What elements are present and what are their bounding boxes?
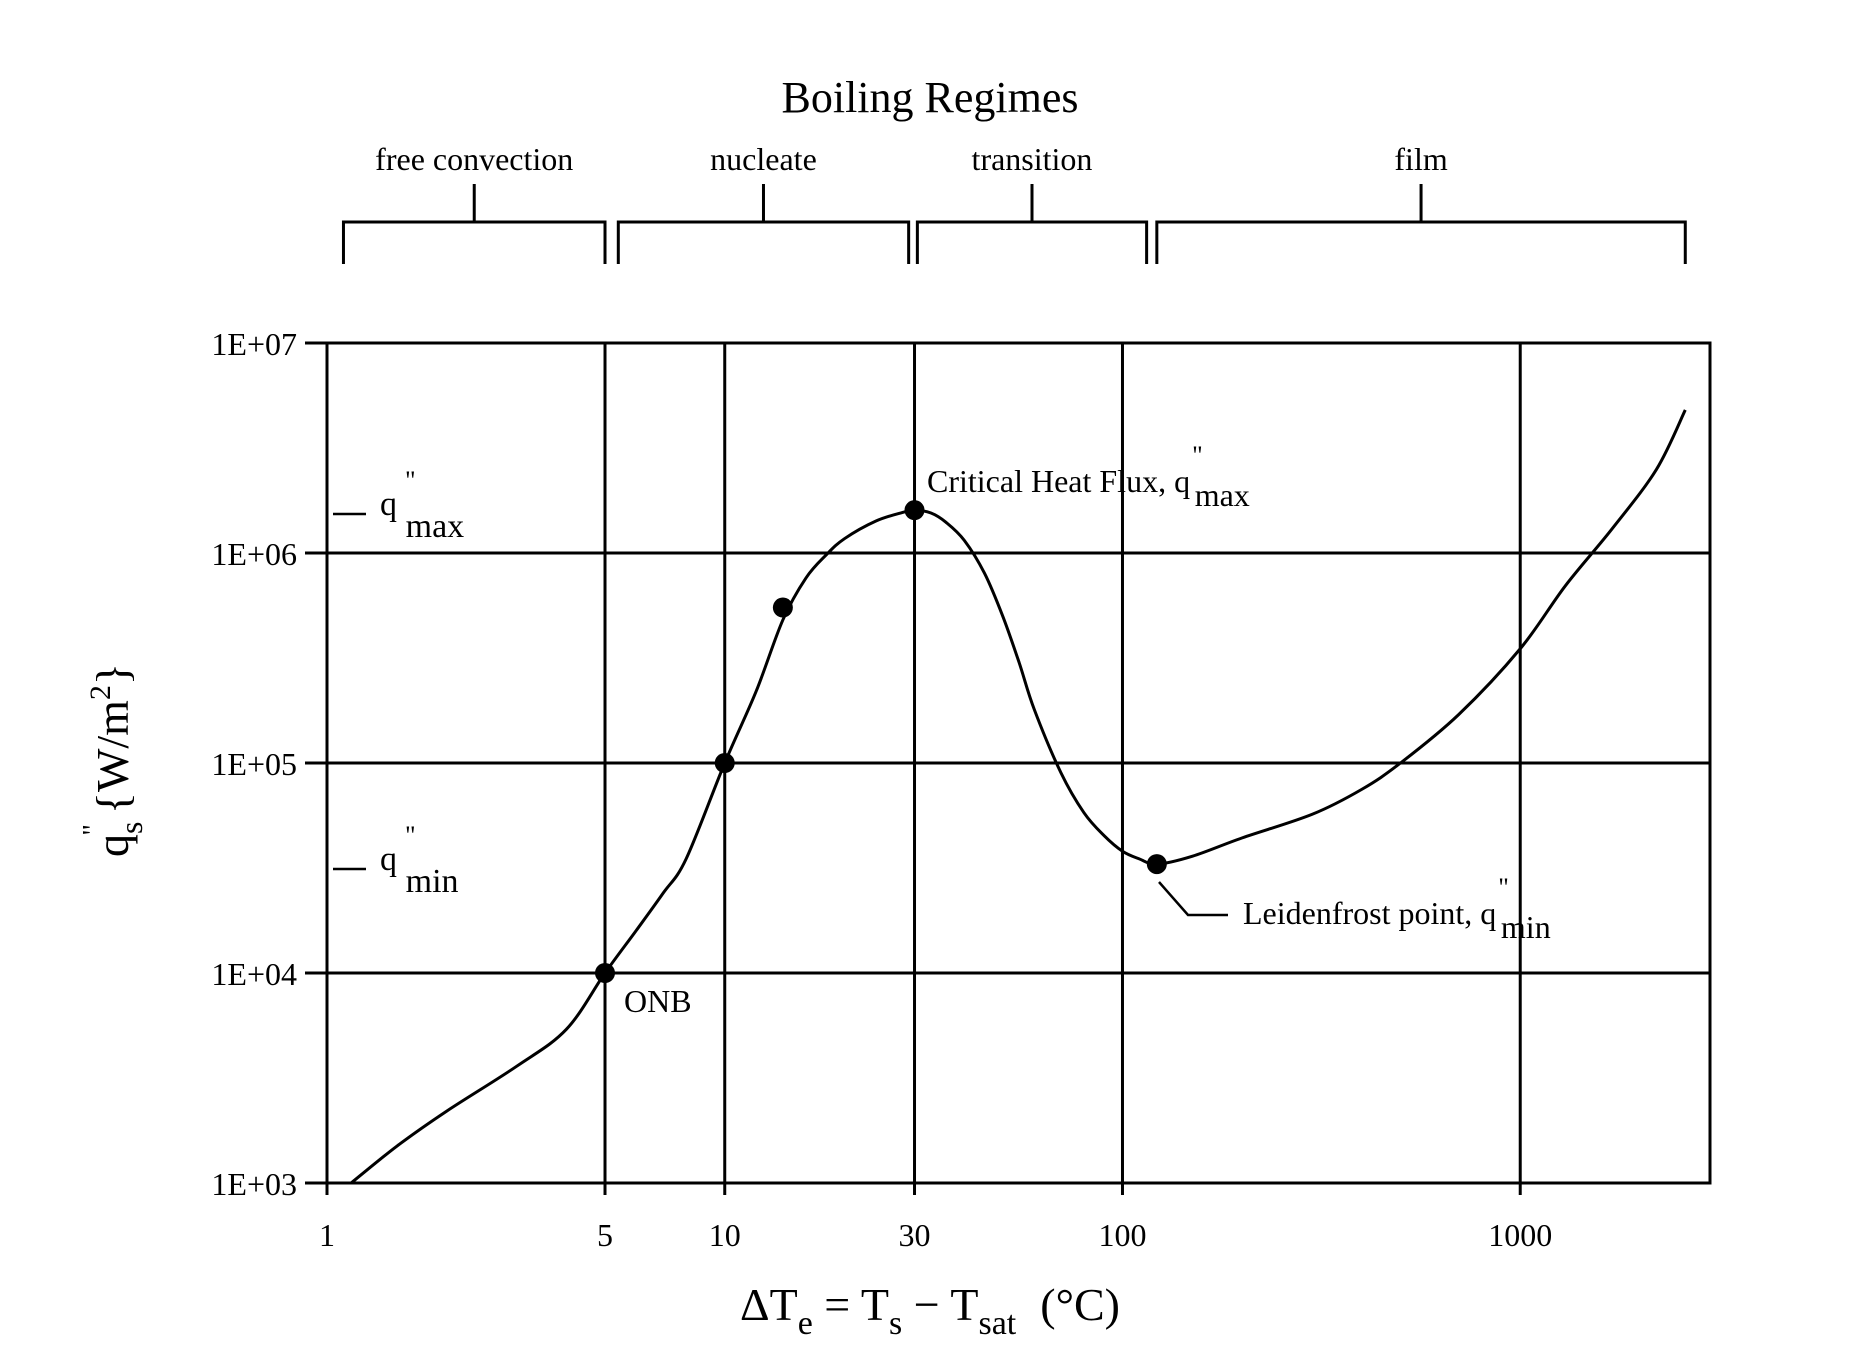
regime-label-3: film (1394, 141, 1447, 177)
annotation-critical-heat-flux: Critical Heat Flux, q" max (927, 441, 1250, 513)
y-tick-label-1: 1E+04 (211, 956, 297, 992)
regime-bracket-line-1 (616, 220, 911, 264)
regime-bracket-3: film (1155, 141, 1687, 264)
qmax-q: q (380, 486, 397, 523)
y-tick-label-2: 1E+05 (211, 746, 297, 782)
y-axis-label: qs " {W/m2} (78, 663, 149, 857)
qmax-prime: " (405, 466, 416, 495)
leid-text: Leidenfrost point, q (1243, 895, 1496, 931)
x-tick-label-1: 1 (319, 1217, 335, 1253)
regime-bracket-line-0 (341, 220, 607, 264)
tick-labels: 1 5 10 30 100 1000 1E+03 1E+04 1E+05 1E+06 1E+07 (211, 326, 1552, 1253)
ylabel-prime: " (78, 824, 109, 835)
regime-bracket-0: free convection (341, 141, 607, 264)
xlabel-sub-e: e (798, 1305, 813, 1342)
y-tick-label-3: 1E+06 (211, 536, 297, 572)
axes (325, 341, 1712, 1185)
ylabel-close: } (87, 663, 138, 685)
y-tick-label-0: 1E+03 (211, 1166, 297, 1202)
ylabel-unit: {W/m (87, 700, 138, 814)
leidenfrost-leader-line (1158, 881, 1228, 917)
qmin-sub: min (406, 863, 459, 900)
regime-bracket-line-2 (915, 220, 1149, 264)
x-tick-label-10: 10 (709, 1217, 741, 1253)
data-points (595, 500, 1167, 983)
qmin-q: q (380, 841, 397, 878)
ylabel-sub: s (113, 822, 149, 834)
data-point-4 (1146, 854, 1167, 875)
xlabel-sub-sat: sat (978, 1305, 1016, 1342)
xlabel-minus: − T (902, 1279, 978, 1330)
annotation-qmax: q " max (380, 466, 464, 545)
data-point-3 (904, 500, 925, 521)
regime-label-1: nucleate (710, 141, 817, 177)
chf-sub: max (1195, 477, 1250, 513)
plot-frame (325, 341, 1712, 1185)
y-tick-label-4: 1E+07 (211, 326, 297, 362)
ylabel-q: q (87, 834, 138, 857)
regime-bracket-1: nucleate (616, 141, 911, 264)
data-point-1 (714, 753, 735, 773)
regime-bracket-line-3 (1155, 220, 1687, 264)
x-tick-label-5: 5 (597, 1217, 613, 1253)
regime-label-2: transition (972, 141, 1093, 177)
x-axis-label: ΔTe = Ts − Tsat (°C) (740, 1279, 1120, 1342)
chart-title: Boiling Regimes (782, 73, 1079, 122)
data-point-2 (772, 597, 793, 618)
regime-label-0: free convection (375, 141, 573, 177)
data-point-0 (595, 963, 616, 983)
chf-text: Critical Heat Flux, q (927, 463, 1190, 499)
regime-brackets: free convection nucleate transition film (341, 141, 1687, 264)
annotation-qmin: q " min (380, 821, 459, 900)
xlabel-mid: = T (813, 1279, 889, 1330)
regime-bracket-2: transition (915, 141, 1149, 264)
annotation-onb: ONB (624, 983, 692, 1019)
x-tick-label-100: 100 (1098, 1217, 1146, 1253)
boiling-curve-line (350, 409, 1687, 1185)
annotations: ONB Critical Heat Flux, q" max Leidenfros… (333, 441, 1551, 1019)
xlabel-sub-s: s (889, 1305, 902, 1342)
annotation-leidenfrost: Leidenfrost point, q" min (1243, 873, 1551, 945)
xlabel-unit: (°C) (1040, 1279, 1120, 1330)
leid-sub: min (1501, 909, 1551, 945)
qmax-sub: max (406, 508, 465, 545)
xlabel-main: ΔT (740, 1279, 798, 1330)
x-tick-label-30: 30 (899, 1217, 931, 1253)
qmin-prime: " (405, 821, 416, 850)
leid-prime: " (1498, 873, 1509, 902)
x-tick-label-1000: 1000 (1488, 1217, 1552, 1253)
chf-prime: " (1192, 441, 1203, 470)
ylabel-sup: 2 (84, 685, 117, 700)
